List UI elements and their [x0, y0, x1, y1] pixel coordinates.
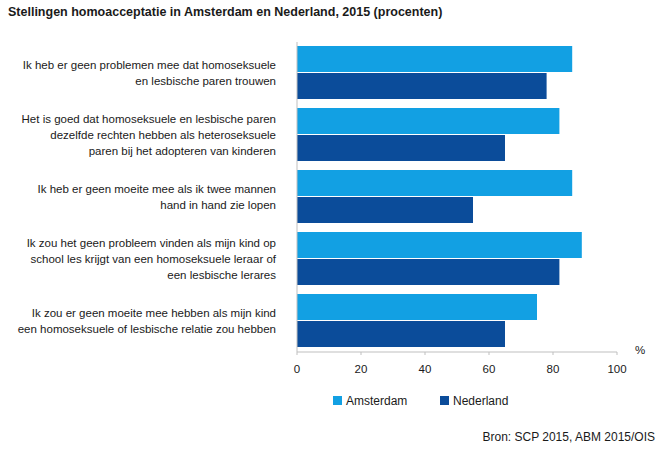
bar	[297, 321, 505, 347]
y-axis-line	[297, 42, 298, 352]
bar	[297, 73, 547, 99]
category-label-line: Ik zou er geen moeite mee hebben als mij…	[32, 307, 276, 319]
category-label-line: hand in hand zie lopen	[160, 199, 276, 211]
category-label-line: een homoseksuele of lesbische relatie zo…	[18, 323, 276, 335]
legend-label: Nederland	[453, 394, 508, 408]
legend-label: Amsterdam	[346, 394, 407, 408]
category-label-line: school les krijgt van een homoseksuele l…	[31, 253, 277, 265]
chart-svg: Stellingen homoacceptatie in Amsterdam e…	[0, 0, 668, 452]
bar	[297, 232, 582, 258]
bar	[297, 170, 572, 196]
category-label-line: Ik zou het geen probleem vinden als mijn…	[27, 237, 276, 249]
x-axis-line	[297, 352, 617, 353]
bar	[297, 46, 572, 72]
x-tick	[425, 352, 426, 355]
x-tick	[617, 352, 618, 355]
category-label-line: paren bij het adopteren van kinderen	[89, 145, 276, 157]
x-tick-label: 100	[607, 363, 626, 375]
bar	[297, 294, 537, 320]
x-tick	[297, 352, 298, 355]
category-label-line: en lesbische paren trouwen	[135, 75, 276, 87]
category-label: Ik heb er geen moeite mee als ik twee ma…	[38, 183, 276, 211]
bar	[297, 108, 559, 134]
category-label-line: Ik heb er geen problemen mee dat homosek…	[23, 59, 276, 71]
chart-container: Stellingen homoacceptatie in Amsterdam e…	[0, 0, 668, 452]
category-label: Ik zou er geen moeite mee hebben als mij…	[18, 307, 276, 335]
bars	[297, 46, 582, 347]
category-label-line: dezelfde rechten hebben als heteroseksue…	[50, 129, 276, 141]
x-tick	[489, 352, 490, 355]
background	[0, 0, 668, 452]
x-tick-label: 40	[419, 363, 432, 375]
x-tick	[361, 352, 362, 355]
title: Stellingen homoacceptatie in Amsterdam e…	[8, 5, 442, 19]
x-tick	[553, 352, 554, 355]
bar	[297, 197, 473, 223]
x-tick-label: 60	[483, 363, 496, 375]
x-tick-label: 80	[547, 363, 560, 375]
category-label: Het is goed dat homoseksuele en lesbisch…	[22, 113, 276, 157]
legend-swatch	[333, 396, 342, 405]
bar	[297, 135, 505, 161]
category-label-line: Het is goed dat homoseksuele en lesbisch…	[22, 113, 276, 125]
category-label-line: Ik heb er geen moeite mee als ik twee ma…	[38, 183, 276, 195]
category-label: Ik zou het geen probleem vinden als mijn…	[27, 237, 277, 281]
x-tick-label: 20	[355, 363, 368, 375]
category-label: Ik heb er geen problemen mee dat homosek…	[23, 59, 276, 87]
source: Bron: SCP 2015, ABM 2015/OIS	[482, 430, 655, 444]
bar	[297, 259, 559, 285]
x-axis-label: %	[635, 344, 645, 356]
x-tick-label: 0	[294, 363, 300, 375]
category-label-line: een lesbische lerares	[167, 269, 276, 281]
legend-swatch	[440, 396, 449, 405]
